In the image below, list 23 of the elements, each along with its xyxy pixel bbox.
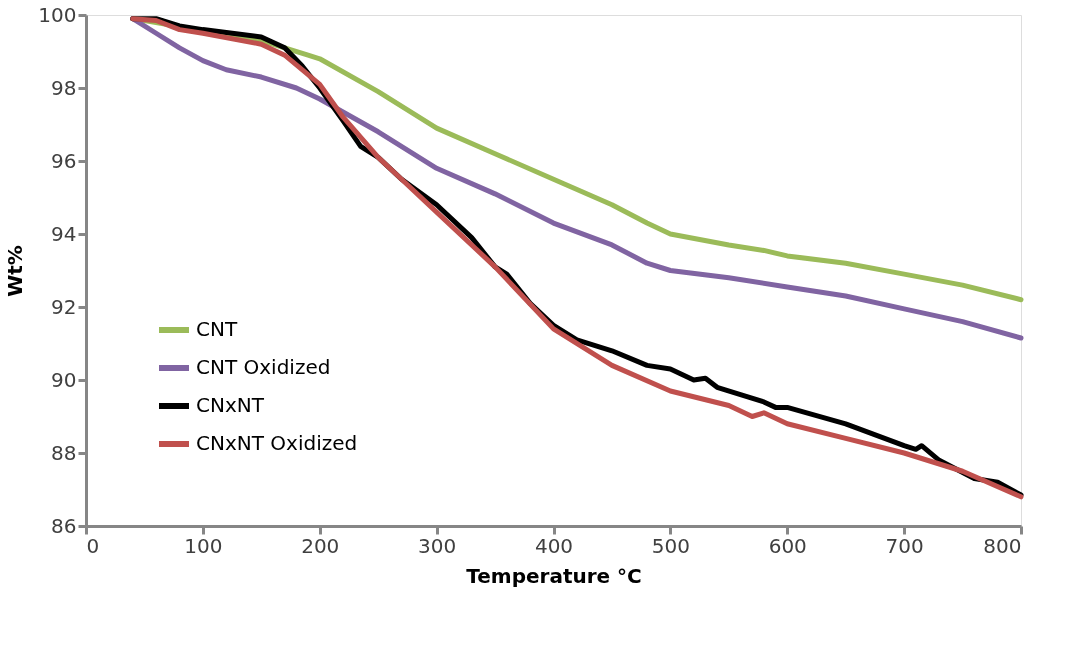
- x-tick-label: 500: [651, 533, 690, 558]
- x-tick-label: 200: [301, 533, 340, 558]
- x-axis-title: Temperature °C: [466, 563, 642, 588]
- y-tick-label: 86: [51, 513, 77, 538]
- x-tick-label: 100: [184, 533, 223, 558]
- x-tick-label: 0: [86, 533, 100, 558]
- y-tick-label: 90: [51, 367, 77, 392]
- x-tick-label: 600: [768, 533, 807, 558]
- y-tick-label: 100: [38, 2, 77, 27]
- y-tick-label: 92: [51, 294, 77, 319]
- y-tick-label: 98: [51, 75, 77, 100]
- legend-label: CNT: [196, 317, 238, 341]
- y-tick-label: 88: [51, 440, 77, 465]
- x-tick-label: 400: [534, 533, 574, 558]
- legend-label: CNT Oxidized: [196, 355, 331, 379]
- x-tick-label: 300: [418, 533, 457, 558]
- legend-label: CNxNT Oxidized: [196, 431, 358, 455]
- y-axis-title: Wt%: [3, 245, 28, 297]
- x-tick-label: 700: [885, 533, 924, 558]
- x-tick-label: 800: [983, 533, 1022, 558]
- legend-label: CNxNT: [196, 393, 265, 417]
- y-tick-label: 94: [51, 221, 77, 246]
- y-tick-label: 96: [51, 148, 77, 173]
